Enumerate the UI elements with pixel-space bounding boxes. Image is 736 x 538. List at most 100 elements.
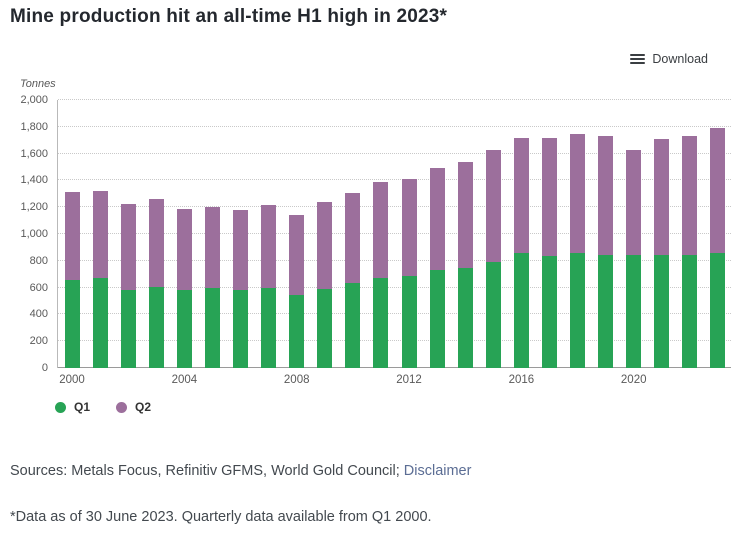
bar-2001-q1-segment[interactable] xyxy=(92,278,108,368)
bar-2017[interactable] xyxy=(541,137,557,368)
bar-2003-q1-segment[interactable] xyxy=(148,286,164,368)
q1-legend-swatch xyxy=(55,401,66,413)
bar-2010-q2-segment[interactable] xyxy=(345,193,361,283)
bar-2017-q2-segment[interactable] xyxy=(541,137,557,257)
y-tick-label-0: 0 xyxy=(41,362,48,374)
bar-2012-q2-segment[interactable] xyxy=(401,179,417,276)
bar-2003-q2-segment[interactable] xyxy=(148,198,164,287)
gridline-1600 xyxy=(58,152,731,154)
y-tick-label-1200: 1,200 xyxy=(20,201,48,214)
bar-2000[interactable] xyxy=(64,192,80,368)
y-tick-label-1400: 1,400 xyxy=(20,174,48,187)
bar-2023[interactable] xyxy=(710,128,726,368)
gridline-400 xyxy=(58,313,731,315)
sources-line: Sources: Metals Focus, Refinitiv GFMS, W… xyxy=(10,463,471,479)
download-button[interactable]: Download xyxy=(630,52,708,66)
bar-2023-q1-segment[interactable] xyxy=(710,253,726,368)
bar-2020-q1-segment[interactable] xyxy=(626,254,642,368)
bar-2011-q1-segment[interactable] xyxy=(373,278,389,368)
bar-2021-q1-segment[interactable] xyxy=(654,255,670,368)
gridline-1800 xyxy=(58,125,731,127)
y-tick-label-1000: 1,000 xyxy=(20,228,48,240)
bar-2002[interactable] xyxy=(120,203,136,368)
bar-2020[interactable] xyxy=(626,149,642,368)
bar-2018-q2-segment[interactable] xyxy=(570,133,586,254)
bar-2015-q2-segment[interactable] xyxy=(485,149,501,263)
bar-2015[interactable] xyxy=(485,149,501,368)
bar-2017-q1-segment[interactable] xyxy=(541,256,557,368)
bar-2020-q2-segment[interactable] xyxy=(626,149,642,255)
bar-2006-q2-segment[interactable] xyxy=(233,209,249,290)
bar-2007-q2-segment[interactable] xyxy=(261,204,277,288)
bar-2016[interactable] xyxy=(513,137,529,368)
x-tick-label-2004: 2004 xyxy=(171,374,198,386)
bar-2007[interactable] xyxy=(261,204,277,368)
gridline-800 xyxy=(58,259,731,261)
bar-2005-q1-segment[interactable] xyxy=(204,288,220,368)
y-tick-label-600: 600 xyxy=(29,281,48,294)
bar-2012-q1-segment[interactable] xyxy=(401,275,417,368)
bar-2008-q2-segment[interactable] xyxy=(289,214,305,295)
bar-2019-q1-segment[interactable] xyxy=(598,254,614,368)
bar-2019-q2-segment[interactable] xyxy=(598,136,614,255)
bar-2015-q1-segment[interactable] xyxy=(485,262,501,368)
bar-2016-q2-segment[interactable] xyxy=(513,137,529,253)
bar-2006-q1-segment[interactable] xyxy=(233,289,249,368)
q2-legend-swatch xyxy=(116,401,128,413)
bar-2014-q1-segment[interactable] xyxy=(457,267,473,368)
bar-2012[interactable] xyxy=(401,179,417,368)
bar-2013-q1-segment[interactable] xyxy=(429,270,445,368)
bar-2022-q2-segment[interactable] xyxy=(682,135,698,256)
bar-2008[interactable] xyxy=(289,214,305,368)
legend-item-q2[interactable]: Q2 xyxy=(116,400,151,414)
bar-2018-q1-segment[interactable] xyxy=(570,253,586,368)
bar-2018[interactable] xyxy=(570,133,586,368)
bar-2022-q1-segment[interactable] xyxy=(682,255,698,368)
gridline-200 xyxy=(58,340,731,342)
bar-2005-q2-segment[interactable] xyxy=(204,207,220,289)
bar-2000-q1-segment[interactable] xyxy=(64,280,80,368)
bar-2011[interactable] xyxy=(373,182,389,368)
bar-2013-q2-segment[interactable] xyxy=(429,168,445,271)
bar-2010-q1-segment[interactable] xyxy=(345,282,361,368)
y-axis-unit-label: Tonnes xyxy=(20,78,56,90)
bar-2016-q1-segment[interactable] xyxy=(513,252,529,368)
bar-2023-q2-segment[interactable] xyxy=(710,128,726,254)
bar-2001[interactable] xyxy=(92,191,108,368)
bar-2014-q2-segment[interactable] xyxy=(457,161,473,268)
bar-2006[interactable] xyxy=(233,209,249,368)
bar-2010[interactable] xyxy=(345,193,361,368)
gridline-600 xyxy=(58,286,731,288)
bar-2007-q1-segment[interactable] xyxy=(261,287,277,368)
x-axis-line xyxy=(58,367,731,368)
bar-2009-q1-segment[interactable] xyxy=(317,288,333,368)
bar-2014[interactable] xyxy=(457,161,473,368)
sources-text: Sources: Metals Focus, Refinitiv GFMS, W… xyxy=(10,463,404,479)
bar-2003[interactable] xyxy=(148,198,164,368)
bar-2013[interactable] xyxy=(429,168,445,368)
y-tick-label-400: 400 xyxy=(29,308,48,321)
disclaimer-link[interactable]: Disclaimer xyxy=(403,463,472,479)
bar-2022[interactable] xyxy=(682,135,698,368)
footnote: *Data as of 30 June 2023. Quarterly data… xyxy=(10,509,432,525)
bar-2000-q2-segment[interactable] xyxy=(64,192,80,281)
bar-2005[interactable] xyxy=(204,207,220,368)
chart-title: Mine production hit an all-time H1 high … xyxy=(10,6,448,27)
bar-2021[interactable] xyxy=(654,138,670,368)
bar-2009[interactable] xyxy=(317,201,333,368)
bar-2001-q2-segment[interactable] xyxy=(92,191,108,279)
bar-2002-q1-segment[interactable] xyxy=(120,290,136,368)
bar-2011-q2-segment[interactable] xyxy=(373,182,389,279)
bar-2004-q2-segment[interactable] xyxy=(176,208,192,290)
bar-2019[interactable] xyxy=(598,136,614,368)
bar-2004-q1-segment[interactable] xyxy=(176,289,192,368)
bar-2002-q2-segment[interactable] xyxy=(120,203,136,291)
x-tick-label-2000: 2000 xyxy=(59,374,85,386)
bar-2004[interactable] xyxy=(176,208,192,368)
bar-2009-q2-segment[interactable] xyxy=(317,201,333,289)
legend-item-q1[interactable]: Q1 xyxy=(55,400,90,414)
bar-2008-q1-segment[interactable] xyxy=(289,294,305,368)
download-label: Download xyxy=(652,52,708,66)
bar-2021-q2-segment[interactable] xyxy=(654,138,670,256)
